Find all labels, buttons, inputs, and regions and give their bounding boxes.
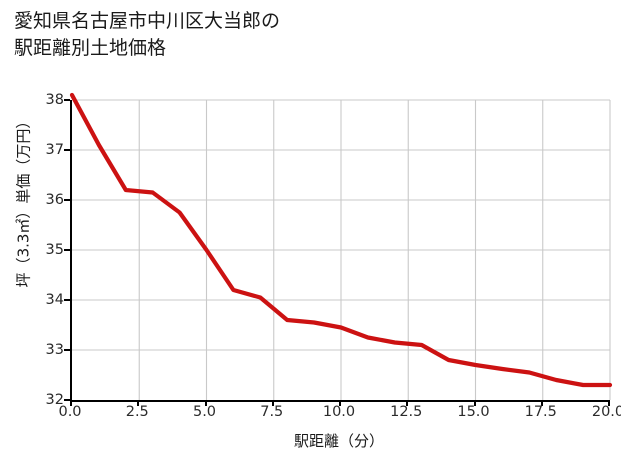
y-axis-tick-labels: 32 33 34 35 36 37 38 [12, 92, 64, 408]
x-axis-tick-labels: 0.0 2.5 5.0 7.5 10.0 12.5 15.0 17.5 20.0 [58, 404, 621, 426]
x-tick-mark [540, 400, 543, 406]
x-tick-mark [271, 400, 274, 406]
x-tick-mark [204, 400, 207, 406]
y-tick-mark [64, 199, 70, 201]
y-tick-mark [64, 299, 70, 301]
x-tick-label: 2.5 [125, 404, 149, 420]
price-line-series [69, 92, 613, 388]
y-tick-label: 36 [45, 192, 64, 208]
x-axis-title: 駅距離（分） [293, 432, 384, 450]
y-tick-label: 35 [45, 242, 64, 258]
x-tick-mark [473, 400, 476, 406]
gridlines [72, 99, 611, 400]
y-tick-label: 33 [45, 342, 64, 358]
x-tick-mark [608, 400, 610, 406]
x-tick-label: 12.5 [390, 404, 423, 420]
x-tick-label: 5.0 [192, 404, 217, 420]
x-tick-label: 15.0 [457, 404, 490, 420]
chart-title: 愛知県名古屋市中川区大当郎の 駅距離別土地価格 [14, 10, 281, 59]
x-tick-mark [339, 400, 341, 406]
y-tick-label: 37 [45, 142, 64, 158]
x-tick-label: 20.0 [591, 404, 621, 420]
y-tick-label: 34 [45, 292, 64, 308]
x-tick-mark [70, 400, 72, 406]
series-plot [69, 92, 613, 388]
x-tick-mark [137, 400, 140, 406]
y-tick-mark [64, 349, 70, 351]
x-tick-label: 10.0 [322, 404, 356, 420]
y-axis-title: 坪（3.3㎡）単価（万円） [14, 113, 33, 288]
x-tick-label: 0.0 [58, 404, 82, 420]
plot-area [69, 92, 613, 402]
x-tick-label: 7.5 [260, 404, 284, 420]
y-tick-label: 32 [45, 392, 64, 408]
y-tick-mark [64, 399, 70, 401]
y-tick-mark [64, 99, 70, 101]
x-tick-label: 17.5 [524, 404, 557, 420]
y-tick-label: 38 [45, 92, 64, 108]
y-tick-mark [64, 149, 70, 151]
x-tick-mark [406, 400, 409, 406]
y-tick-mark [64, 249, 70, 251]
